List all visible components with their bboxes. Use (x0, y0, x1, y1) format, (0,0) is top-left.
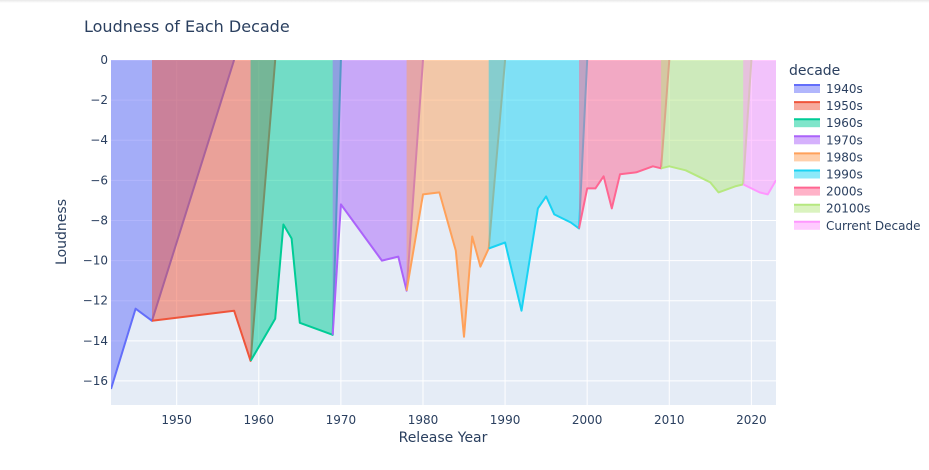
legend-label: 20100s (826, 202, 870, 216)
y-axis-ticks: 0 −2 −4 −6 −8 −10 −12 −14 −16 (83, 53, 108, 388)
y-tick-label: −8 (90, 213, 108, 227)
line-2000s[interactable] (578, 60, 671, 229)
legend-label: 1980s (826, 150, 863, 164)
x-tick-label: 2000 (572, 413, 603, 427)
y-tick-label: −4 (90, 133, 108, 147)
legend-item-1980s[interactable]: 1980s (794, 150, 863, 164)
legend-swatch (794, 102, 820, 111)
y-tick-label: −10 (83, 254, 108, 268)
legend-label: 2000s (826, 185, 863, 199)
legend-swatch (794, 153, 820, 162)
legend-item-1960s[interactable]: 1960s (794, 116, 863, 130)
legend-item-2000s[interactable]: 2000s (794, 185, 863, 199)
legend-label: 1940s (826, 82, 863, 96)
legend-swatch (794, 119, 820, 128)
legend-label: 1960s (826, 116, 863, 130)
legend-label: 1970s (826, 133, 863, 147)
area-1980s[interactable] (406, 60, 506, 337)
area-2000s[interactable] (579, 60, 670, 229)
legend-swatch (794, 85, 820, 93)
legend: decade 1940s 1950s 1960s 1970s 1980s 1990s 200… (789, 63, 920, 233)
area-20100s[interactable] (661, 60, 752, 193)
area-1960s[interactable] (250, 60, 341, 361)
area-1950s[interactable] (152, 60, 276, 361)
x-axis-title: Release Year (399, 430, 488, 446)
line-1980s[interactable] (405, 60, 507, 338)
area-1990s[interactable] (488, 60, 588, 311)
legend-item-1970s[interactable]: 1970s (794, 133, 863, 147)
x-axis-ticks: 1950 1960 1970 1980 1990 2000 2010 2020 (161, 413, 766, 427)
y-tick-label: −12 (83, 294, 108, 308)
legend-swatch (794, 187, 820, 196)
line-1990s[interactable] (488, 60, 589, 312)
top-toolbar-strip (0, 0, 929, 3)
legend-item-current-decade[interactable]: Current Decade (794, 219, 920, 233)
x-tick-label: 1980 (408, 413, 439, 427)
legend-swatch (794, 136, 820, 145)
y-tick-label: −6 (90, 173, 108, 187)
y-tick-label: 0 (100, 53, 108, 67)
legend-label: Current Decade (826, 219, 920, 233)
area-series (111, 60, 776, 390)
y-tick-label: −16 (83, 374, 108, 388)
x-tick-label: 1960 (244, 413, 275, 427)
legend-item-1990s[interactable]: 1990s (794, 168, 863, 182)
legend-swatch (794, 221, 820, 230)
legend-label: 1950s (826, 99, 863, 113)
x-tick-label: 1950 (161, 413, 192, 427)
x-tick-label: 1970 (326, 413, 357, 427)
legend-swatch (794, 170, 820, 179)
x-tick-label: 2010 (654, 413, 685, 427)
x-tick-label: 1990 (490, 413, 521, 427)
area-current-decade[interactable] (743, 60, 776, 195)
legend-item-1940s[interactable]: 1940s (794, 82, 863, 96)
x-tick-label: 2020 (736, 413, 767, 427)
area-1970s[interactable] (332, 60, 423, 335)
legend-title: decade (789, 63, 840, 79)
legend-swatch (794, 204, 820, 213)
line-20100s[interactable] (660, 60, 753, 194)
legend-label: 1990s (826, 168, 863, 182)
legend-item-1950s[interactable]: 1950s (794, 99, 863, 113)
chart-title: Loudness of Each Decade (84, 17, 290, 36)
legend-item-20100s[interactable]: 20100s (794, 202, 870, 216)
y-tick-label: −14 (83, 334, 108, 348)
y-tick-label: −2 (90, 93, 108, 107)
y-axis-title: Loudness (54, 199, 70, 265)
line-current-decade[interactable] (742, 179, 776, 196)
